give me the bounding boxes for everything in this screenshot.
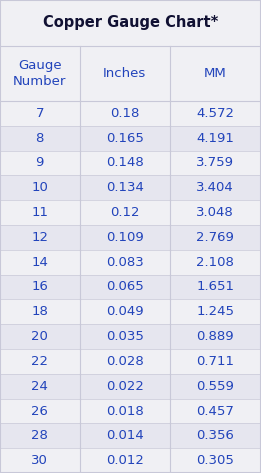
Bar — [0, 349, 261, 374]
Bar — [0, 423, 261, 448]
Bar — [0, 46, 80, 101]
Text: 0.035: 0.035 — [106, 330, 144, 343]
Text: 2.769: 2.769 — [196, 231, 234, 244]
Text: 3.404: 3.404 — [197, 181, 234, 194]
Text: 0.014: 0.014 — [106, 429, 144, 442]
Text: 0.559: 0.559 — [196, 380, 234, 393]
Bar — [0, 150, 261, 175]
Text: 0.457: 0.457 — [196, 404, 234, 418]
Text: 0.065: 0.065 — [106, 280, 144, 294]
Text: 20: 20 — [31, 330, 48, 343]
Bar — [0, 448, 261, 473]
Text: 0.083: 0.083 — [106, 256, 144, 269]
Bar — [0, 275, 261, 299]
Text: 0.109: 0.109 — [106, 231, 144, 244]
Bar — [0, 250, 261, 275]
Bar — [0, 299, 261, 324]
Text: 0.18: 0.18 — [110, 107, 139, 120]
Text: 22: 22 — [31, 355, 48, 368]
Text: 0.022: 0.022 — [106, 380, 144, 393]
Text: 4.572: 4.572 — [196, 107, 234, 120]
Text: 30: 30 — [31, 454, 48, 467]
Text: 16: 16 — [31, 280, 48, 294]
Text: 0.018: 0.018 — [106, 404, 144, 418]
Bar — [0, 374, 261, 399]
Bar — [170, 46, 261, 101]
Text: 0.356: 0.356 — [196, 429, 234, 442]
Bar — [0, 126, 261, 150]
Text: 14: 14 — [31, 256, 48, 269]
Text: 3.048: 3.048 — [197, 206, 234, 219]
Bar — [0, 200, 261, 225]
Bar — [0, 175, 261, 200]
Text: 3.759: 3.759 — [196, 157, 234, 169]
Text: Gauge
Number: Gauge Number — [13, 59, 67, 88]
Text: 1.651: 1.651 — [196, 280, 234, 294]
Text: 7: 7 — [35, 107, 44, 120]
Text: 4.191: 4.191 — [196, 131, 234, 145]
Text: Copper Gauge Chart*: Copper Gauge Chart* — [43, 16, 218, 30]
Text: 12: 12 — [31, 231, 48, 244]
Text: 0.711: 0.711 — [196, 355, 234, 368]
Bar — [0, 399, 261, 423]
Text: 11: 11 — [31, 206, 48, 219]
Text: 24: 24 — [31, 380, 48, 393]
Text: 28: 28 — [31, 429, 48, 442]
Text: 18: 18 — [31, 305, 48, 318]
Bar — [0, 324, 261, 349]
Text: 0.12: 0.12 — [110, 206, 139, 219]
Text: 0.165: 0.165 — [106, 131, 144, 145]
Text: 26: 26 — [31, 404, 48, 418]
Bar — [0, 0, 261, 46]
Text: 9: 9 — [35, 157, 44, 169]
Text: 0.305: 0.305 — [196, 454, 234, 467]
Text: 8: 8 — [35, 131, 44, 145]
Text: MM: MM — [204, 67, 227, 80]
Text: 0.012: 0.012 — [106, 454, 144, 467]
Bar — [0, 225, 261, 250]
Text: 10: 10 — [31, 181, 48, 194]
Bar — [80, 46, 170, 101]
Text: Inches: Inches — [103, 67, 146, 80]
Text: 2.108: 2.108 — [196, 256, 234, 269]
Bar — [0, 101, 261, 126]
Text: 0.049: 0.049 — [106, 305, 144, 318]
Text: 1.245: 1.245 — [196, 305, 234, 318]
Text: 0.889: 0.889 — [197, 330, 234, 343]
Text: 0.148: 0.148 — [106, 157, 144, 169]
Text: 0.028: 0.028 — [106, 355, 144, 368]
Text: 0.134: 0.134 — [106, 181, 144, 194]
